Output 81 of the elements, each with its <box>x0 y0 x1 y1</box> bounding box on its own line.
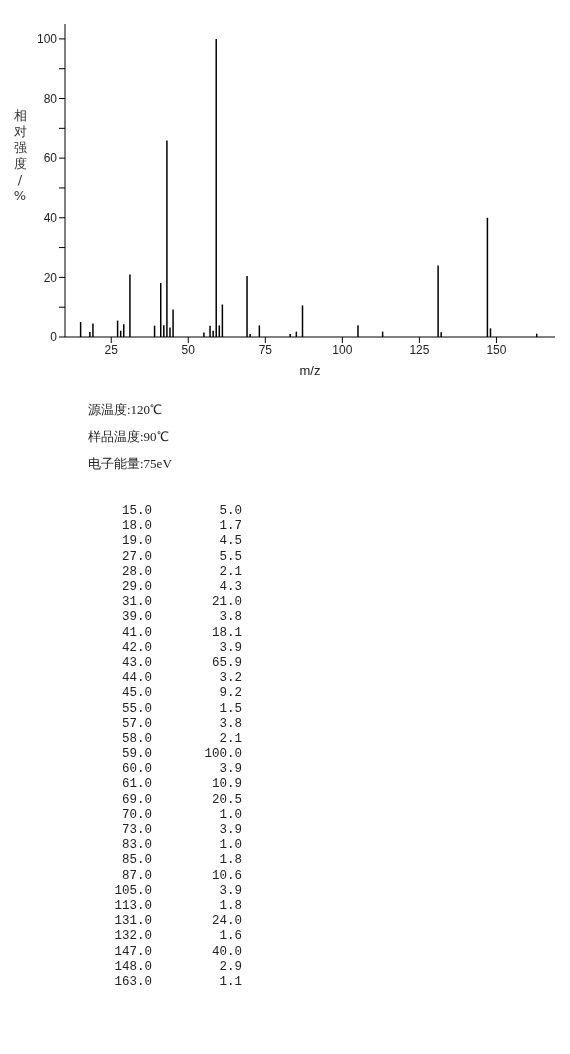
text: 55.0 <box>121 701 152 717</box>
text: 1.6 <box>218 929 242 945</box>
text: 1.0 <box>218 838 242 854</box>
text: 105.0 <box>113 883 152 899</box>
text: 29.0 <box>121 579 152 596</box>
text: 2.1 <box>218 564 242 580</box>
text: 3.9 <box>218 883 242 899</box>
text: 4.3 <box>218 579 242 596</box>
text: 3.9 <box>218 762 242 778</box>
text: 132.0 <box>113 929 152 945</box>
text: 24.0 <box>211 914 242 930</box>
y-tick-label: 0 <box>50 330 58 345</box>
text: 100.0 <box>203 747 242 763</box>
text: 60.0 <box>121 762 152 778</box>
text: 31.0 <box>121 595 152 611</box>
y-tick-label: 40 <box>43 211 58 226</box>
text: 113.0 <box>113 898 152 915</box>
text: 1.8 <box>218 898 242 915</box>
text: 4.5 <box>218 534 242 550</box>
x-tick-label: 100 <box>332 342 353 357</box>
text: 1.0 <box>218 807 242 823</box>
text: 18.1 <box>211 625 242 641</box>
text: 65.9 <box>211 655 242 672</box>
text: 131.0 <box>113 914 152 930</box>
y-axis-title: 相对强度/% <box>12 108 28 204</box>
text: 44.0 <box>121 671 152 687</box>
text: 85.0 <box>121 853 152 869</box>
text: 73.0 <box>121 822 152 839</box>
text: 147.0 <box>113 944 152 960</box>
text: 45.0 <box>121 686 152 702</box>
text: 15.0 <box>121 504 152 520</box>
text: 电子能量:75eV <box>88 455 173 473</box>
text: 28.0 <box>121 564 152 580</box>
text: 58.0 <box>121 731 152 747</box>
text: 57.0 <box>121 716 152 732</box>
text: 9.2 <box>218 686 242 702</box>
text: 19.0 <box>121 534 152 550</box>
text: 5.0 <box>218 504 242 520</box>
text: 83.0 <box>121 838 152 854</box>
text: 1.8 <box>218 853 242 869</box>
y-tick-label: 80 <box>43 91 58 106</box>
y-tick-label: 60 <box>43 151 58 166</box>
text: 40.0 <box>211 944 242 960</box>
text: 41.0 <box>121 625 152 641</box>
text: 87.0 <box>121 868 152 884</box>
text: 3.9 <box>218 822 242 839</box>
x-tick-label: 150 <box>486 342 507 357</box>
text: 1.1 <box>218 974 242 990</box>
text: 20.5 <box>211 792 242 808</box>
text: 69.0 <box>121 792 152 808</box>
x-tick-label: 50 <box>181 342 196 357</box>
text: 3.8 <box>218 716 242 732</box>
text: 2.1 <box>218 731 242 747</box>
text: 18.0 <box>121 519 152 535</box>
text: 70.0 <box>121 807 152 823</box>
text: 10.6 <box>211 868 242 884</box>
text: 源温度:120℃ <box>88 401 164 419</box>
text: 3.2 <box>218 671 242 687</box>
text: 163.0 <box>113 974 152 990</box>
text: 1.7 <box>218 519 242 535</box>
text: 148.0 <box>113 959 152 975</box>
y-tick-label: 20 <box>43 270 58 285</box>
text: 27.0 <box>121 549 152 565</box>
text: 5.5 <box>218 549 242 565</box>
x-axis-title: m/z <box>299 363 321 378</box>
text: 43.0 <box>121 655 152 672</box>
x-tick-label: 75 <box>258 342 273 357</box>
x-tick-label: 25 <box>104 342 119 357</box>
text: 59.0 <box>121 747 152 763</box>
text: 3.8 <box>218 610 242 626</box>
text: 样品温度:90℃ <box>88 428 170 446</box>
text: 42.0 <box>121 640 152 656</box>
text: 3.9 <box>218 640 242 656</box>
text: 1.5 <box>218 701 242 717</box>
text: 39.0 <box>121 610 152 626</box>
text: 21.0 <box>211 595 242 611</box>
text: 10.9 <box>211 777 242 793</box>
y-tick-label: 100 <box>36 32 58 47</box>
x-tick-label: 125 <box>409 342 430 357</box>
text: 2.9 <box>218 959 242 975</box>
text: 61.0 <box>121 777 152 793</box>
